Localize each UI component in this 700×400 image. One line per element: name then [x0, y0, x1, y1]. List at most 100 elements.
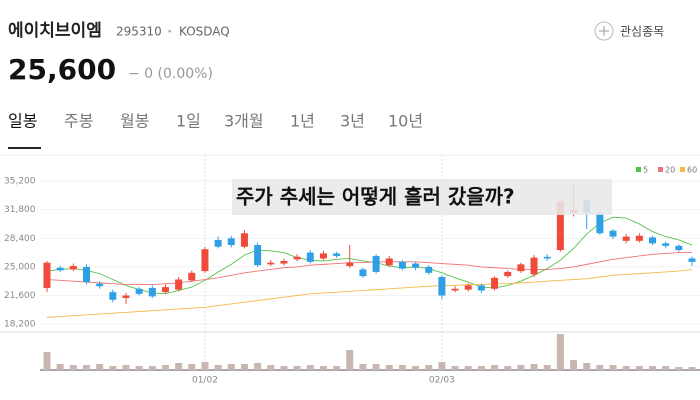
candle-body [543, 256, 551, 259]
tab[interactable]: 3년 [340, 112, 365, 131]
volume-bar [122, 365, 130, 370]
x-tick-label: 02/03 [429, 376, 455, 386]
volume-bar [69, 365, 77, 370]
volume-bar [267, 365, 275, 370]
x-tick-label: 01/02 [192, 376, 218, 386]
volume-bar [333, 366, 341, 370]
tab[interactable]: 월봉 [120, 112, 149, 131]
volume-bar [188, 364, 196, 370]
plus-sign [599, 26, 609, 36]
volume-bar [464, 366, 472, 370]
candle-body [688, 258, 696, 262]
tab[interactable]: 일봉 [8, 112, 37, 131]
candle-body [372, 255, 380, 272]
volume-bar [491, 365, 499, 370]
candle-body [635, 235, 643, 241]
candle-body [425, 266, 433, 273]
volume-bar [517, 365, 525, 370]
volume-bar [109, 366, 117, 370]
candle-body [451, 288, 459, 291]
volume-bar [148, 366, 156, 370]
candle-body [609, 230, 617, 237]
candle-body [148, 287, 156, 297]
volume-bar [82, 365, 90, 370]
ma-line [46, 268, 693, 318]
candle-body [280, 261, 288, 264]
volume-bar [161, 365, 169, 370]
volume-bar [412, 366, 420, 370]
volume-bar [43, 352, 51, 370]
volume-bar [688, 367, 696, 370]
candle-body [306, 252, 314, 262]
legend-label: 5 [643, 166, 648, 175]
tab[interactable]: 3개월 [224, 112, 264, 131]
volume-bar [293, 366, 301, 370]
tab[interactable]: 10년 [388, 112, 423, 131]
candle-body [385, 258, 393, 266]
stock-code: 295310 [116, 25, 162, 39]
y-tick-label: 18,200 [4, 320, 36, 330]
volume-bar [583, 363, 591, 370]
candle-body [293, 256, 301, 260]
price: 25,600 [8, 53, 116, 86]
y-tick-label: 21,600 [4, 291, 36, 301]
volume-bar [504, 366, 512, 370]
volume-bar [570, 360, 578, 370]
volume-bar [451, 366, 459, 370]
candle-body [188, 272, 196, 281]
volume-bar [56, 364, 64, 370]
candle-body [517, 264, 525, 272]
candle-body [556, 201, 564, 251]
candle-body [122, 295, 130, 299]
tab[interactable]: 주봉 [64, 112, 93, 131]
stock-name: 에이치브이엠 [8, 21, 102, 41]
y-tick-label: 28,400 [4, 234, 36, 244]
candle-body [227, 238, 235, 246]
volume-bar [425, 365, 433, 370]
volume-bar [477, 366, 485, 370]
candle-body [438, 276, 446, 296]
candle-body [649, 237, 657, 244]
volume-bar [596, 365, 604, 370]
annotation-box [232, 179, 612, 215]
y-tick-label: 35,200 [4, 177, 36, 187]
volume-bar [175, 363, 183, 370]
annotation: 주가 추세는 어떻게 흘러 갔을까? [236, 185, 515, 209]
watch-button[interactable]: 관심종목 [620, 25, 664, 39]
candle-body [359, 269, 367, 277]
volume-bar [649, 366, 657, 370]
candle-body [135, 288, 143, 294]
volume-bar [622, 366, 630, 370]
candle-body [161, 287, 169, 293]
legend-label: 20 [665, 166, 675, 175]
tab[interactable]: 1년 [290, 112, 315, 131]
candle-body [412, 263, 420, 268]
volume-bar [135, 366, 143, 370]
separator: • [167, 28, 172, 38]
candle-body [254, 245, 262, 266]
volume-bar [543, 365, 551, 370]
candle-body [319, 253, 327, 259]
legend-swatch [636, 167, 641, 172]
y-tick-label: 25,000 [4, 262, 36, 272]
candle-body [214, 239, 222, 247]
candle-body [464, 285, 472, 290]
candle-body [109, 292, 117, 300]
volume-bar [359, 364, 367, 370]
volume-bar [609, 365, 617, 370]
tab[interactable]: 1일 [176, 112, 201, 131]
y-tick-label: 31,800 [4, 205, 36, 215]
volume-bar [662, 366, 670, 370]
candle-body [346, 262, 354, 267]
volume-bar [635, 366, 643, 370]
candle-body [69, 266, 77, 270]
ma-line [46, 252, 692, 286]
candle-body [96, 283, 104, 287]
plus-icon[interactable] [594, 21, 614, 41]
candle-body [622, 236, 630, 241]
candle-body [662, 243, 670, 246]
candle-body [56, 267, 64, 271]
volume-bar [201, 362, 209, 370]
